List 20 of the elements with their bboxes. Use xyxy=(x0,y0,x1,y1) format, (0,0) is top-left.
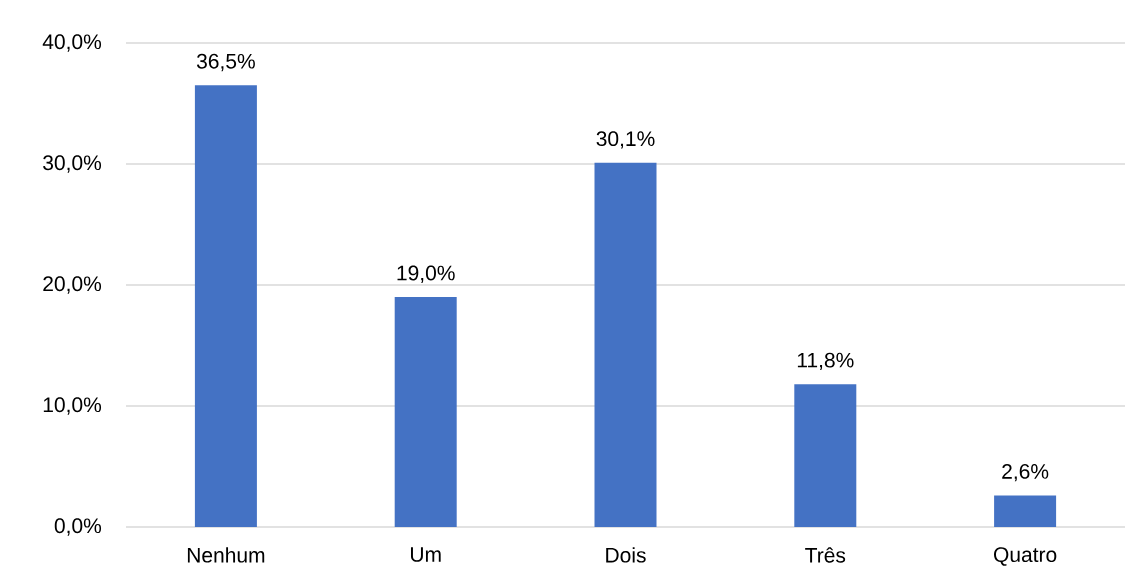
bar xyxy=(994,495,1057,527)
x-tick-label: Dois xyxy=(606,547,646,563)
y-tick-label: 40,0% xyxy=(42,34,102,52)
data-label: 30,1% xyxy=(596,131,655,149)
bar xyxy=(194,85,257,527)
x-tick-label: Três xyxy=(805,547,846,563)
x-tick-label: Um xyxy=(411,547,441,562)
y-tick-label: 20,0% xyxy=(43,276,102,294)
x-tick-label: Nenhum xyxy=(187,547,265,563)
data-label: 11,8% xyxy=(797,352,854,371)
bar xyxy=(394,297,457,527)
bar xyxy=(594,162,657,527)
bar xyxy=(794,384,857,527)
y-tick-label: 10,0% xyxy=(43,397,102,415)
data-label: 2,6% xyxy=(1002,464,1049,482)
x-tick-label: Quatro xyxy=(994,547,1057,566)
data-label: 19,0% xyxy=(397,265,455,283)
y-tick-label: 30,0% xyxy=(43,155,102,173)
data-label: 36,5% xyxy=(196,53,255,72)
y-tick-label: 0,0% xyxy=(54,518,102,536)
